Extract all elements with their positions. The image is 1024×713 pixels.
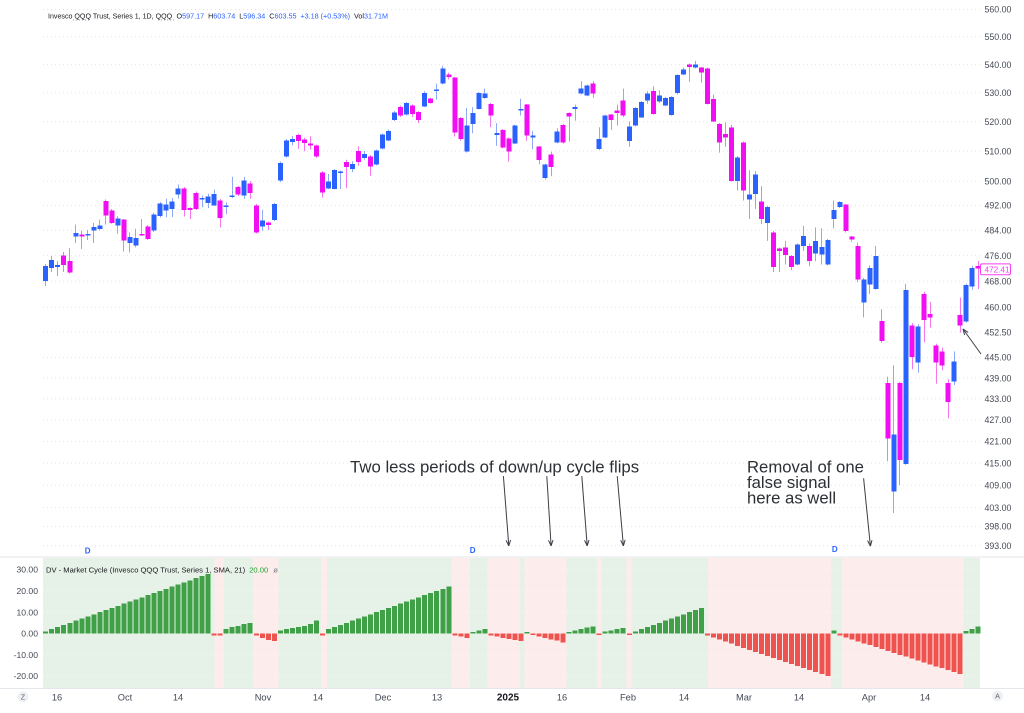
svg-text:A: A — [995, 692, 1000, 701]
svg-text:D: D — [470, 546, 476, 555]
svg-text:14: 14 — [679, 692, 689, 702]
svg-text:Two less periods of down/up cy: Two less periods of down/up cycle flips — [350, 457, 639, 476]
svg-text:0.00: 0.00 — [21, 629, 38, 639]
svg-text:560.00: 560.00 — [985, 5, 1012, 15]
svg-text:398.00: 398.00 — [985, 522, 1012, 532]
svg-text:10.00: 10.00 — [16, 607, 38, 617]
svg-text:540.00: 540.00 — [985, 60, 1012, 70]
svg-text:30.00: 30.00 — [16, 565, 38, 575]
svg-text:439.00: 439.00 — [985, 373, 1012, 383]
svg-text:false signal: false signal — [747, 473, 831, 492]
svg-text:14: 14 — [794, 692, 804, 702]
svg-text:-20.00: -20.00 — [14, 671, 39, 681]
svg-text:476.00: 476.00 — [985, 251, 1012, 261]
svg-text:484.00: 484.00 — [985, 226, 1012, 236]
svg-text:500.00: 500.00 — [985, 176, 1012, 186]
svg-text:-10.00: -10.00 — [14, 650, 39, 660]
svg-text:Feb: Feb — [620, 692, 636, 702]
svg-text:20.00: 20.00 — [16, 586, 38, 596]
svg-text:D: D — [832, 545, 838, 554]
svg-text:14: 14 — [313, 692, 323, 702]
svg-text:403.00: 403.00 — [985, 503, 1012, 513]
svg-text:460.00: 460.00 — [985, 303, 1012, 313]
svg-text:Mar: Mar — [736, 692, 752, 702]
svg-text:14: 14 — [173, 692, 183, 702]
svg-text:Invesco QQQ Trust, Series 1, 1: Invesco QQQ Trust, Series 1, 1D, QQQ — [48, 12, 173, 20]
svg-text:409.00: 409.00 — [985, 480, 1012, 490]
svg-text:427.00: 427.00 — [985, 415, 1012, 425]
svg-text:472.41: 472.41 — [985, 265, 1010, 274]
svg-text:433.00: 433.00 — [985, 394, 1012, 404]
svg-text:Apr: Apr — [862, 692, 876, 702]
svg-text:452.50: 452.50 — [985, 327, 1012, 337]
svg-text:2025: 2025 — [497, 692, 520, 703]
svg-text:13: 13 — [432, 692, 442, 702]
svg-text:here as well: here as well — [747, 489, 836, 508]
svg-text:Z: Z — [21, 693, 26, 702]
svg-text:DV - Market Cycle (Invesco QQQ: DV - Market Cycle (Invesco QQQ Trust, Se… — [46, 565, 278, 574]
svg-text:468.00: 468.00 — [985, 276, 1012, 286]
svg-text:415.00: 415.00 — [985, 458, 1012, 468]
svg-text:492.00: 492.00 — [985, 201, 1012, 211]
svg-text:550.00: 550.00 — [985, 32, 1012, 42]
svg-text:520.00: 520.00 — [985, 117, 1012, 127]
svg-text:Nov: Nov — [255, 692, 272, 702]
svg-text:530.00: 530.00 — [985, 88, 1012, 98]
svg-text:D: D — [85, 547, 91, 556]
svg-text:445.00: 445.00 — [985, 353, 1012, 363]
svg-text:Dec: Dec — [375, 692, 392, 702]
svg-text:16: 16 — [557, 692, 567, 702]
svg-text:421.00: 421.00 — [985, 437, 1012, 447]
svg-text:14: 14 — [920, 692, 930, 702]
svg-text:Oct: Oct — [118, 692, 133, 702]
svg-text:16: 16 — [52, 692, 62, 702]
svg-text:Removal of one: Removal of one — [747, 457, 864, 476]
svg-text:393.00: 393.00 — [985, 541, 1012, 551]
svg-text:510.00: 510.00 — [985, 146, 1012, 156]
